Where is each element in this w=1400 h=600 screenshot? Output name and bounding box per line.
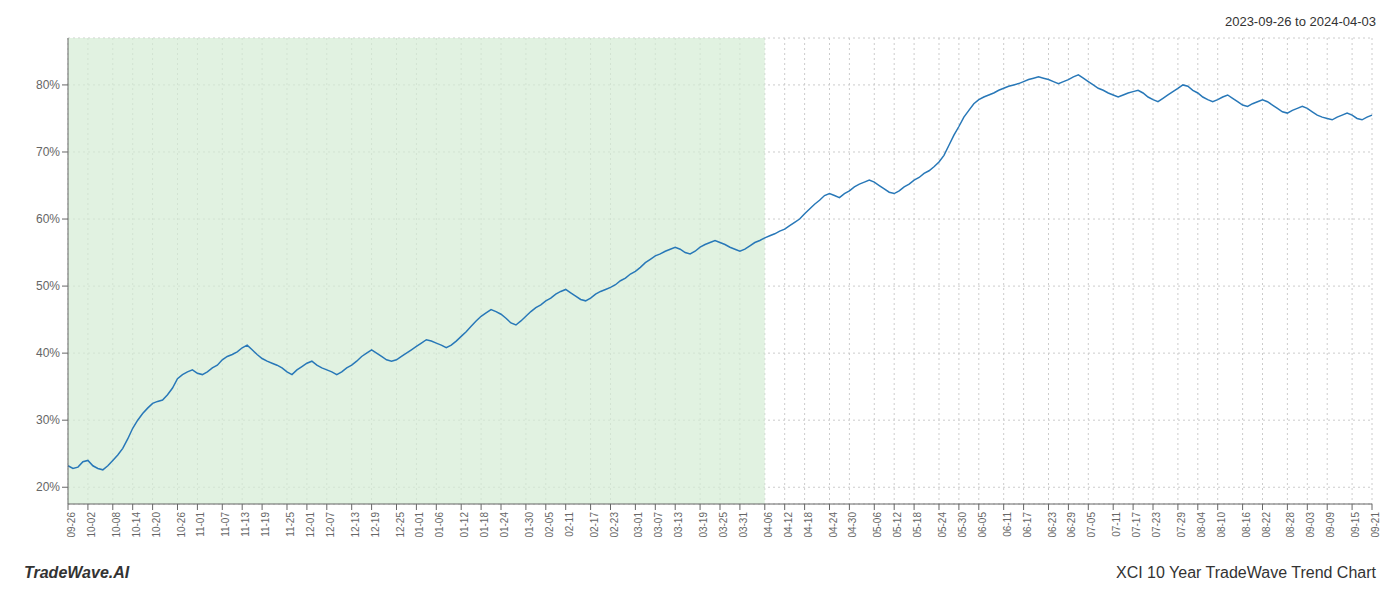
svg-text:02-05: 02-05 — [544, 512, 555, 538]
svg-text:06-23: 06-23 — [1047, 512, 1058, 538]
svg-text:10-26: 10-26 — [176, 512, 187, 538]
svg-text:11-01: 11-01 — [196, 512, 207, 537]
svg-text:04-24: 04-24 — [828, 512, 839, 538]
svg-text:10-02: 10-02 — [86, 512, 97, 538]
svg-text:05-24: 05-24 — [937, 512, 948, 538]
svg-text:01-30: 01-30 — [524, 512, 535, 538]
svg-text:10-08: 10-08 — [111, 512, 122, 538]
svg-text:60%: 60% — [36, 212, 60, 226]
html-text:XCI 10 Year TradeWave Trend Ch: XCI 10 Year TradeWave Trend Chart — [1116, 564, 1376, 581]
svg-text:12-25: 12-25 — [395, 512, 406, 538]
svg-text:07-11: 07-11 — [1111, 512, 1122, 537]
svg-text:06-05: 06-05 — [977, 512, 988, 538]
svg-text:03-19: 03-19 — [698, 512, 709, 538]
svg-text:02-23: 02-23 — [609, 512, 620, 538]
svg-text:07-29: 07-29 — [1176, 512, 1187, 538]
svg-text:07-23: 07-23 — [1151, 512, 1162, 538]
html-text:2023-09-26 to 2024-04-03: 2023-09-26 to 2024-04-03 — [1224, 14, 1376, 29]
svg-text:02-11: 02-11 — [564, 512, 575, 537]
svg-text:05-12: 05-12 — [892, 512, 903, 538]
svg-text:12-19: 12-19 — [370, 512, 381, 538]
svg-text:03-13: 03-13 — [673, 512, 684, 538]
svg-text:01-01: 01-01 — [414, 512, 425, 538]
svg-text:06-11: 06-11 — [1002, 512, 1013, 537]
svg-text:01-24: 01-24 — [499, 512, 510, 538]
svg-text:10-14: 10-14 — [131, 512, 142, 538]
svg-text:01-12: 01-12 — [459, 512, 470, 538]
svg-text:08-16: 08-16 — [1241, 512, 1252, 538]
svg-text:04-12: 04-12 — [783, 512, 794, 538]
svg-text:07-17: 07-17 — [1131, 512, 1142, 538]
svg-text:09-09: 09-09 — [1325, 512, 1336, 538]
svg-text:05-18: 05-18 — [912, 512, 923, 538]
svg-text:40%: 40% — [36, 346, 60, 360]
svg-text:08-28: 08-28 — [1285, 512, 1296, 538]
svg-text:04-30: 04-30 — [848, 512, 859, 538]
svg-text:06-17: 06-17 — [1022, 512, 1033, 538]
svg-text:09-26: 09-26 — [66, 512, 77, 538]
svg-text:05-30: 05-30 — [957, 512, 968, 538]
svg-text:12-01: 12-01 — [305, 512, 316, 538]
svg-text:70%: 70% — [36, 145, 60, 159]
svg-text:09-21: 09-21 — [1370, 512, 1381, 538]
svg-text:08-04: 08-04 — [1196, 512, 1207, 538]
svg-text:12-13: 12-13 — [350, 512, 361, 538]
svg-text:03-07: 03-07 — [653, 512, 664, 538]
svg-text:10-20: 10-20 — [151, 512, 162, 538]
svg-text:11-25: 11-25 — [285, 512, 296, 537]
svg-text:07-05: 07-05 — [1086, 512, 1097, 538]
svg-text:06-29: 06-29 — [1066, 512, 1077, 538]
svg-text:11-19: 11-19 — [260, 512, 271, 537]
svg-text:03-25: 03-25 — [718, 512, 729, 538]
svg-text:80%: 80% — [36, 78, 60, 92]
svg-text:03-31: 03-31 — [738, 512, 749, 538]
svg-text:05-06: 05-06 — [872, 512, 883, 538]
svg-text:20%: 20% — [36, 480, 60, 494]
svg-text:12-07: 12-07 — [325, 512, 336, 538]
svg-text:04-06: 04-06 — [763, 512, 774, 538]
html-text:TradeWave.AI: TradeWave.AI — [24, 564, 130, 581]
svg-text:03-01: 03-01 — [633, 512, 644, 538]
svg-text:04-18: 04-18 — [803, 512, 814, 538]
svg-text:08-10: 08-10 — [1216, 512, 1227, 538]
svg-text:11-07: 11-07 — [220, 512, 231, 537]
svg-text:30%: 30% — [36, 413, 60, 427]
svg-text:01-18: 01-18 — [479, 512, 490, 538]
svg-text:01-06: 01-06 — [434, 512, 445, 538]
svg-text:02-17: 02-17 — [589, 512, 600, 538]
svg-text:08-22: 08-22 — [1261, 512, 1272, 538]
svg-text:09-03: 09-03 — [1305, 512, 1316, 538]
svg-text:11-13: 11-13 — [240, 512, 251, 537]
svg-text:09-15: 09-15 — [1350, 512, 1361, 538]
svg-text:50%: 50% — [36, 279, 60, 293]
